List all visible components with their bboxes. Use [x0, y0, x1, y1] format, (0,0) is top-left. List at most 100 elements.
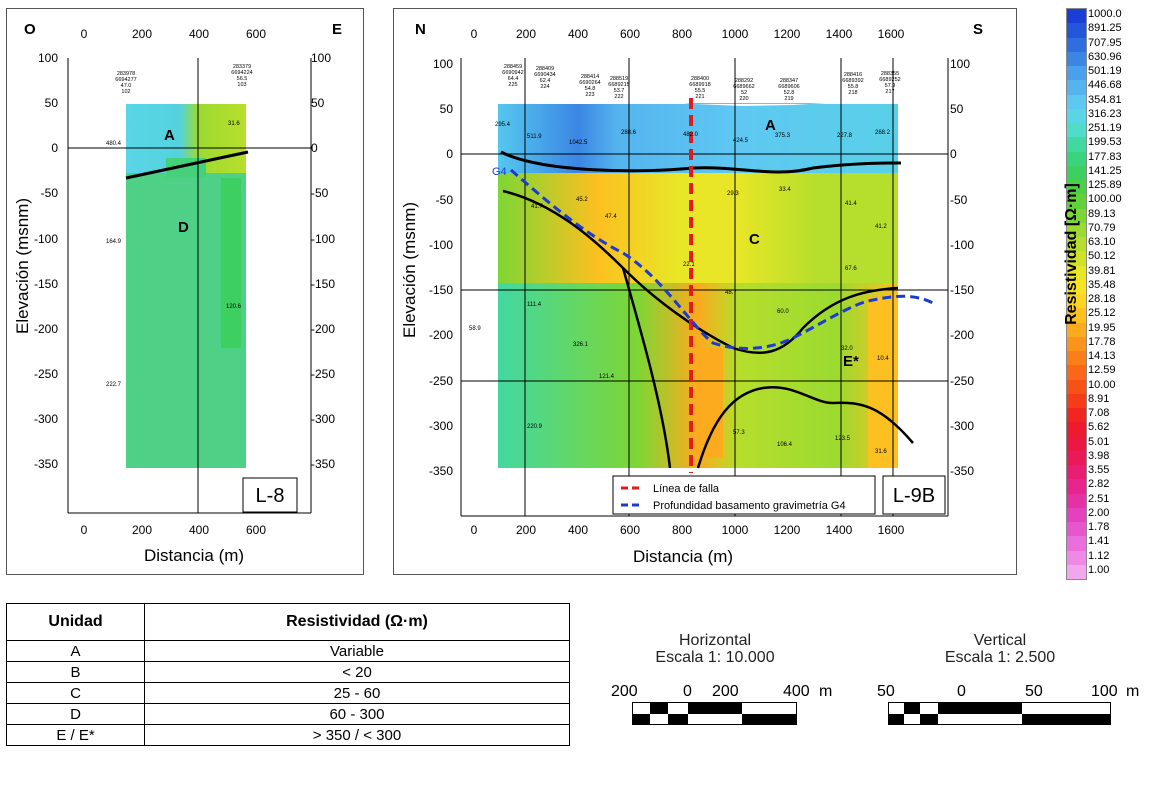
colorbar-swatch [1067, 37, 1086, 52]
unit-name: A [6, 640, 145, 662]
l9b-station-label: 288519 6689215 53.7 222 [608, 76, 629, 100]
l9b-xtick-bottom: 400 [568, 523, 588, 537]
l8-ytick-right: -100 [311, 232, 335, 246]
l9b-xtick-bottom: 1000 [722, 523, 749, 537]
colorbar-label: 10.00 [1088, 378, 1116, 391]
l8-xlabel: Distancia (m) [144, 546, 244, 565]
l9b-value: 41.4 [845, 201, 857, 207]
unit-resistivity: 60 - 300 [144, 703, 570, 725]
l8-ytick-right: -250 [311, 367, 335, 381]
colorbar-label: 1.00 [1088, 563, 1110, 576]
colorbar-swatch [1067, 408, 1086, 423]
panel-l8: O E 0 200 400 600 0 200 400 600 100 50 0… [13, 21, 342, 565]
l9b-value: 227.8 [837, 133, 853, 139]
colorbar-swatch [1067, 279, 1086, 294]
colorbar-label: 1.78 [1088, 521, 1110, 533]
colorbar-swatch [1067, 51, 1086, 66]
l9b-ytick-left: -50 [436, 193, 454, 207]
l8-unit-d: D [178, 219, 189, 236]
colorbar-swatch [1067, 507, 1086, 522]
l9b-g4-label: G4 [492, 166, 507, 178]
l8-ytick-right: 50 [311, 96, 325, 110]
colorbar-label: 50.12 [1088, 250, 1116, 263]
l9b-value: 67.6 [845, 266, 857, 272]
table-row: E / E* > 350 / < 300 [6, 724, 570, 746]
colorbar-label: 1.41 [1088, 535, 1110, 548]
table-row: C 25 - 60 [6, 682, 570, 704]
table-row: A Variable [6, 640, 570, 662]
l9b-ytick-left: -300 [429, 419, 453, 433]
colorbar-label: 5.01 [1088, 435, 1110, 448]
l9b-ytick-right: -300 [950, 419, 974, 433]
scale-v-label: m [1126, 683, 1140, 700]
scale-vertical-subtitle: Escala 1: 2.500 [944, 649, 1056, 666]
l8-value: 480.4 [106, 141, 122, 147]
l8-ytick-left: -150 [34, 277, 58, 291]
l9b-value: 375.3 [775, 133, 791, 139]
colorbar-swatch [1067, 208, 1086, 223]
l9b-ytick-right: -50 [950, 193, 968, 207]
colorbar-label: 14.13 [1088, 350, 1116, 362]
l9b-ytick-right: 50 [950, 102, 964, 116]
colorbar-label: 12.59 [1088, 364, 1116, 377]
colorbar-label: 141.25 [1088, 164, 1122, 177]
l8-ytick-right: -50 [311, 186, 329, 200]
l9b-station-label: 288347 6689606 52.8 219 [778, 78, 799, 102]
colorbar-swatch [1067, 123, 1086, 138]
l9b-xtick-top: 200 [516, 27, 536, 41]
colorbar-swatch [1067, 536, 1086, 551]
colorbar-label: 891.25 [1088, 22, 1122, 35]
colorbar-swatches [1066, 8, 1087, 580]
l8-xtick-bottom: 0 [81, 523, 88, 537]
colorbar-label: 354.81 [1088, 93, 1122, 106]
l9b-ytick-right: 100 [950, 57, 970, 71]
colorbar-label: 177.83 [1088, 150, 1122, 163]
l9b-value: 32.0 [841, 346, 853, 352]
unit-table-header: Resistividad (Ω·m) [144, 603, 570, 641]
unit-resistivity: Variable [144, 640, 570, 662]
l8-ytick-right: -300 [311, 412, 335, 426]
colorbar-title: Resistividad [Ω·m] [1063, 183, 1080, 325]
unit-table: Unidad Resistividad (Ω·m) A Variable B <… [6, 603, 570, 746]
colorbar-label: 2.00 [1088, 506, 1110, 519]
colorbar-swatch [1067, 393, 1086, 408]
l8-ytick-left: -100 [34, 232, 58, 246]
l9b-value: 33.4 [779, 187, 791, 193]
colorbar-swatch [1067, 351, 1086, 366]
l8-value: 31.6 [228, 121, 240, 127]
colorbar-swatch [1067, 422, 1086, 437]
scale-v-label: 50 [1025, 683, 1043, 700]
colorbar-label: 2.82 [1088, 478, 1110, 491]
colorbar-label: 25.12 [1088, 307, 1116, 320]
l9b-ytick-right: -200 [950, 328, 974, 342]
unit-resistivity: > 350 / < 300 [144, 724, 570, 746]
l8-ytick-left: 0 [51, 141, 58, 155]
scale-h-label: 0 [683, 683, 692, 700]
l8-xtick-top: 200 [132, 27, 152, 41]
l9b-xtick-bottom: 0 [471, 523, 478, 537]
l9b-value: 123.5 [835, 436, 851, 442]
l9b-corner-right: S [973, 21, 983, 38]
unit-name: C [6, 682, 145, 704]
scale-v-label: 0 [957, 683, 966, 700]
colorbar-label: 39.81 [1088, 264, 1116, 277]
colorbar-label: 199.53 [1088, 136, 1122, 149]
l8-ytick-left: -50 [41, 186, 59, 200]
colorbar-label: 316.23 [1088, 107, 1122, 120]
l9b-value: 22.1 [683, 262, 695, 268]
colorbar-label: 35.48 [1088, 278, 1116, 291]
scale-vertical-title: Vertical [973, 632, 1027, 649]
l9b-ytick-left: -150 [429, 283, 453, 297]
l9b-ytick-right: 0 [950, 147, 957, 161]
l9b-value: 57.3 [733, 430, 745, 436]
colorbar-swatch [1067, 294, 1086, 309]
colorbar-swatch [1067, 80, 1086, 95]
l9b-xtick-top: 400 [568, 27, 588, 41]
scale-vertical-bar [888, 702, 1111, 725]
colorbar-label: 63.10 [1088, 236, 1116, 248]
unit-table-header: Unidad [6, 603, 145, 641]
table-row: D 60 - 300 [6, 703, 570, 725]
colorbar-label: 100.00 [1088, 193, 1122, 206]
scale-h-label: 400 [783, 683, 810, 700]
l9b-corner-left: N [415, 21, 426, 38]
